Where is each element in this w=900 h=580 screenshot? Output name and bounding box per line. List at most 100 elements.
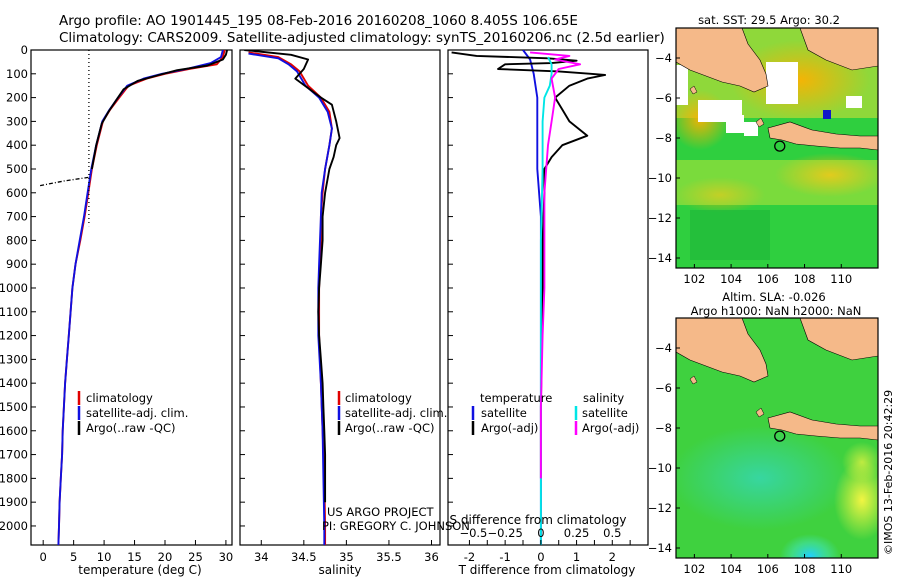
series-line-argo-s (530, 51, 582, 479)
x-tick-label: -1 (499, 550, 510, 564)
x-tick-label: 10 (97, 550, 112, 564)
map-y-tick-label: −8 (655, 131, 672, 145)
x-tick-label: 34 (254, 550, 269, 564)
legend-label-satellite-adj: satellite-adj. clim. (86, 406, 188, 420)
map-x-tick-label: 104 (720, 272, 742, 286)
x-tick-label: 0 (40, 550, 47, 564)
map-y-tick-label: −14 (648, 251, 672, 265)
y-tick-label: 600 (6, 186, 28, 200)
sla-map-title-line1: Altim. SLA: -0.026 (722, 290, 826, 304)
series-line-satellite-adj-clim- (248, 52, 333, 545)
temperature-axis-label: temperature (deg C) (78, 563, 201, 577)
java-land (767, 121, 878, 151)
y-tick-label: 1000 (0, 281, 28, 295)
y-tick-label: 2000 (0, 519, 28, 533)
map-x-tick-label: 110 (830, 562, 852, 576)
y-tick-label: 1200 (0, 329, 28, 343)
y-tick-label: 300 (6, 114, 28, 128)
borneo-land (799, 28, 878, 71)
sst-warm-patch (676, 177, 765, 213)
map-x-tick-label: 110 (830, 272, 852, 286)
small-island (689, 375, 698, 385)
s-difference-axis-label: S difference from climatology (450, 513, 627, 527)
x-tick-label: 36 (424, 550, 439, 564)
s-tick-label: 0.5 (603, 526, 621, 540)
y-tick-label: 500 (6, 162, 28, 176)
x-tick-label: 20 (158, 550, 173, 564)
cloud-gap (726, 115, 744, 133)
x-tick-label: 1 (573, 550, 580, 564)
sst-map (676, 28, 878, 268)
legend-label-satellite-t: satellite (481, 406, 527, 420)
y-tick-label: 700 (6, 210, 28, 224)
profile-axes: 0 5 10 15 20 25 300100200300400500600700800900… (0, 43, 631, 564)
x-tick-label: 2 (609, 550, 616, 564)
x-tick-label: 15 (127, 550, 142, 564)
cold-pixel (823, 110, 831, 119)
legend-label-argo-s: Argo(-adj) (582, 421, 639, 435)
y-tick-label: 200 (6, 91, 28, 105)
project-pi: PI: GREGORY C. JOHNSON (322, 519, 470, 533)
map-y-tick-label: −8 (655, 421, 672, 435)
sla-yellow-patch (842, 442, 878, 482)
map-y-tick-label: −14 (648, 541, 672, 555)
difference-series (451, 50, 607, 545)
map-y-tick-label: −6 (655, 381, 672, 395)
y-tick-label: 0 (21, 43, 28, 57)
x-tick-label: 30 (219, 550, 234, 564)
salinity-plot-frame (239, 49, 441, 546)
map-x-tick-label: 108 (794, 562, 816, 576)
legend-label-climatology: climatology (86, 391, 153, 405)
cloud-gap (676, 65, 688, 105)
salinity-series (244, 50, 341, 545)
legend-title-temperature: temperature (480, 391, 552, 405)
y-tick-label: 1300 (0, 352, 28, 366)
sst-deep-green-patch (690, 210, 770, 260)
y-tick-label: 1400 (0, 376, 28, 390)
y-tick-label: 1700 (0, 448, 28, 462)
x-tick-label: 35.5 (376, 550, 402, 564)
figure-title-line1: Argo profile: AO 1901445_195 08-Feb-2016… (59, 13, 578, 29)
t-difference-axis-label: T difference from climatology (458, 563, 636, 577)
project-name: US ARGO PROJECT (327, 505, 435, 519)
salinity-axis-label: salinity (318, 563, 361, 577)
y-tick-label: 1600 (0, 424, 28, 438)
legend-label-argo: Argo(..raw -QC) (86, 421, 176, 435)
x-tick-label: 0 (537, 550, 544, 564)
y-tick-label: 1500 (0, 400, 28, 414)
map-x-tick-label: 102 (683, 562, 705, 576)
legend-label-climatology: climatology (345, 391, 412, 405)
x-tick-label: 25 (188, 550, 203, 564)
x-tick-label: -2 (464, 550, 475, 564)
y-tick-label: 800 (6, 233, 28, 247)
legend-label-argo-t: Argo(-adj) (481, 421, 538, 435)
map-x-tick-label: 102 (683, 272, 705, 286)
argo-location-marker (774, 430, 786, 442)
difference-plot-frame (447, 49, 649, 546)
sumatra-land (676, 318, 769, 383)
sst-map-frame (675, 27, 879, 269)
map-y-tick-label: −4 (655, 341, 672, 355)
imos-timestamp: ©IMOS 13-Feb-2016 20:42:29 (882, 389, 895, 555)
sst-warm-patch (775, 153, 878, 197)
s-tick-label: 0.25 (564, 526, 590, 540)
series-line-argo-raw-qc- (90, 50, 229, 170)
cloud-gap (744, 122, 758, 136)
y-tick-label: 900 (6, 257, 28, 271)
legend-label-satellite-s: satellite (582, 406, 628, 420)
sla-map-title-line2: Argo h1000: NaN h2000: NaN (691, 304, 862, 318)
legend-label-argo: Argo(..raw -QC) (345, 421, 435, 435)
s-tick-label: −0.5 (459, 526, 487, 540)
series-line-qc-dashdot (39, 176, 89, 187)
temperature-series (39, 50, 229, 545)
map-x-tick-label: 108 (794, 272, 816, 286)
map-x-tick-label: 106 (757, 272, 779, 286)
map-y-tick-label: −6 (655, 91, 672, 105)
figure-title-line2: Climatology: CARS2009. Satellite-adjuste… (59, 30, 665, 46)
y-tick-label: 1800 (0, 471, 28, 485)
sla-cyan-patch (780, 534, 840, 558)
series-line-satellite-t (522, 50, 542, 545)
sst-map-title: sat. SST: 29.5 Argo: 30.2 (698, 13, 840, 27)
sla-map (676, 318, 878, 558)
